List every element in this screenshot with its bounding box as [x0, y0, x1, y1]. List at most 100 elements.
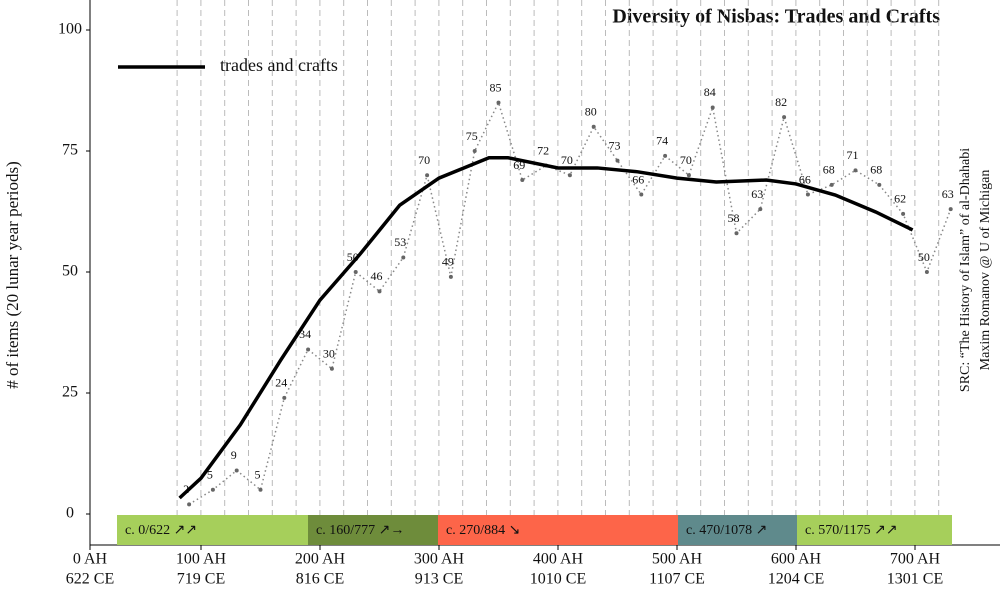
point: [377, 289, 382, 294]
source: Maxim Romanov @ U of Michigan: [978, 170, 993, 371]
data-label: 46: [371, 269, 383, 283]
data-label: 9: [231, 448, 237, 462]
point: [615, 158, 620, 163]
x-tick-sublabel: 913 CE: [415, 571, 463, 588]
point: [877, 182, 882, 187]
x-tick-label: 200 AH: [295, 551, 346, 568]
point: [782, 115, 787, 120]
data-label: 68: [823, 163, 835, 177]
point: [734, 231, 739, 236]
y-tick-label: 0: [66, 505, 74, 522]
point: [829, 182, 834, 187]
legend-label: trades and crafts: [220, 55, 338, 75]
data-label: 5: [255, 468, 261, 482]
data-label: 50: [918, 250, 930, 264]
x-tick-label: 500 AH: [652, 551, 703, 568]
data-label: 66: [799, 172, 811, 186]
period-band: [678, 515, 797, 545]
data-label: 80: [585, 105, 597, 119]
period-label: c. 160/777 ↗→: [316, 523, 404, 538]
point: [210, 487, 215, 492]
data-label: 30: [323, 347, 335, 361]
point: [924, 270, 929, 274]
point: [282, 395, 287, 400]
data-label: 73: [609, 138, 621, 152]
point: [353, 270, 358, 274]
data-label: 70: [561, 153, 573, 167]
point: [591, 124, 596, 129]
data-label: 5: [207, 468, 213, 482]
point: [853, 168, 858, 173]
point: [425, 173, 430, 178]
point: [496, 100, 501, 105]
data-label: 66: [632, 172, 644, 186]
point: [258, 487, 263, 492]
y-tick-label: 25: [62, 384, 78, 401]
point: [663, 153, 668, 158]
y-tick-label: 100: [58, 21, 82, 38]
y-axis-label: # of items (20 lunar year periods): [3, 161, 22, 389]
point: [948, 207, 953, 212]
x-tick-sublabel: 1301 CE: [887, 571, 943, 588]
x-tick-sublabel: 1204 CE: [768, 571, 824, 588]
data-label: 34: [299, 327, 311, 341]
period-band: [117, 515, 308, 545]
data-label: 75: [466, 129, 478, 143]
data-label: 72: [537, 143, 549, 157]
point: [520, 178, 525, 183]
dotted-line: [188, 100, 952, 505]
data-label: 2: [183, 482, 189, 496]
period-label: c. 570/1175 ↗↗: [805, 523, 898, 538]
data-label: 71: [847, 148, 859, 162]
y-tick-label: 75: [62, 142, 78, 159]
point: [639, 192, 644, 197]
x-tick-label: 700 AH: [890, 551, 941, 568]
x-tick-sublabel: 1107 CE: [649, 571, 705, 588]
period-label: c. 470/1078 ↗: [686, 523, 767, 538]
x-tick-label: 300 AH: [414, 551, 465, 568]
data-label: 74: [656, 134, 668, 148]
data-label: 85: [490, 80, 502, 94]
x-tick-sublabel: 816 CE: [296, 571, 344, 588]
x-tick-sublabel: 1010 CE: [530, 571, 586, 588]
data-label: 49: [442, 255, 454, 269]
period-label: c. 270/884 ↘: [446, 523, 520, 538]
data-label: 63: [751, 187, 763, 201]
data-label: 82: [775, 95, 787, 109]
x-tick-label: 100 AH: [176, 551, 227, 568]
point: [758, 207, 763, 212]
point: [472, 149, 477, 153]
x-tick-sublabel: 719 CE: [177, 571, 225, 588]
chart-title: Diversity of Nisbas: Trades and Crafts: [612, 6, 940, 28]
data-label: 68: [870, 163, 882, 177]
data-label: 62: [894, 192, 906, 206]
point: [187, 502, 192, 507]
period-label: c. 0/622 ↗↗: [125, 523, 197, 538]
point: [710, 105, 715, 110]
data-label: 58: [728, 211, 740, 225]
point: [805, 192, 810, 197]
point: [448, 274, 453, 279]
period-band: [308, 515, 438, 545]
x-tick-label: 600 AH: [771, 551, 822, 568]
point: [329, 366, 334, 371]
y-tick-label: 50: [62, 263, 78, 280]
point: [567, 173, 572, 178]
x-tick-label: 400 AH: [533, 551, 584, 568]
data-label: 70: [418, 153, 430, 167]
trend-line: [178, 156, 914, 500]
source: SRC: “The History of Islam” of al-Dhahab…: [958, 148, 973, 392]
x-tick-sublabel: 622 CE: [66, 571, 114, 588]
data-label: 24: [275, 376, 287, 390]
point: [901, 211, 906, 216]
period-band: [797, 515, 952, 545]
point: [686, 173, 691, 178]
period-band: [438, 515, 678, 545]
x-tick-label: 0 AH: [73, 551, 108, 568]
point: [401, 255, 406, 260]
data-label: 53: [394, 235, 406, 249]
data-label: 63: [942, 187, 954, 201]
point: [234, 468, 239, 473]
data-label: 70: [680, 153, 692, 167]
